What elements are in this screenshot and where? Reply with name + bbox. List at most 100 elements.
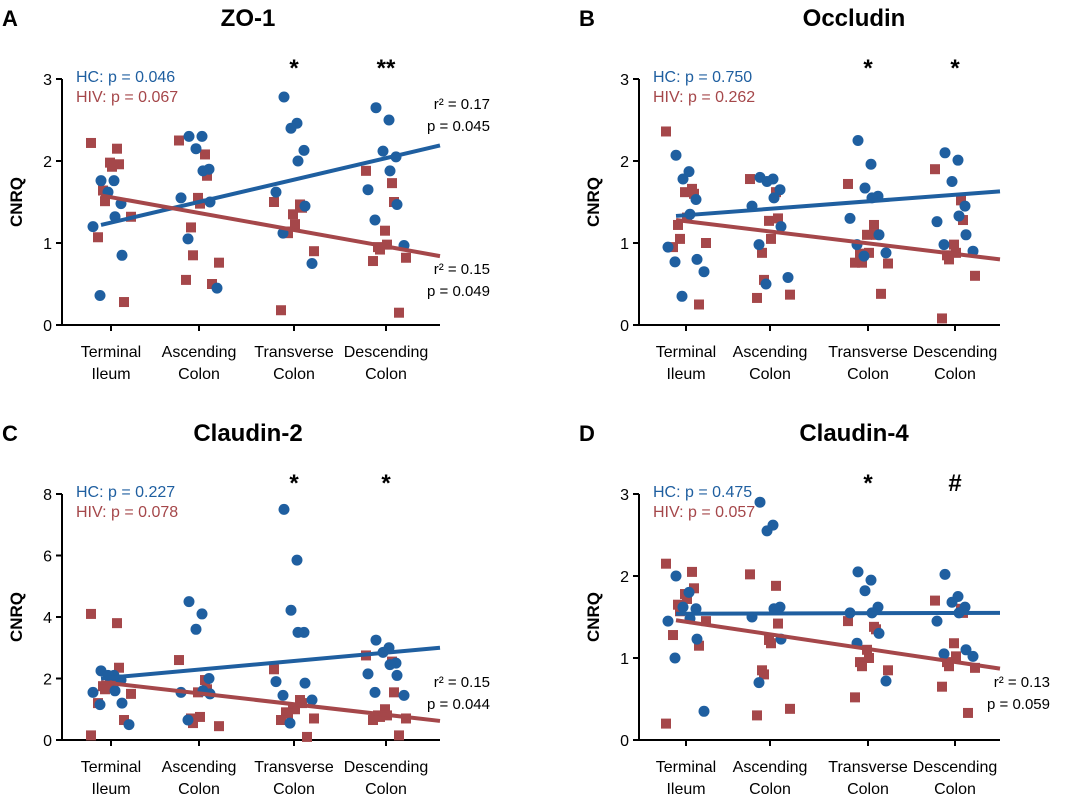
hiv-data-point xyxy=(269,664,279,675)
hiv-data-point xyxy=(269,197,279,207)
x-tick-label: Descending xyxy=(344,344,429,361)
hc-data-point xyxy=(858,250,870,262)
hc-data-point xyxy=(880,247,892,259)
hiv-data-point xyxy=(309,246,319,257)
legend-hiv: HIV: p = 0.262 xyxy=(653,89,755,106)
y-axis-label: CNRQ xyxy=(584,177,603,227)
x-tick-label: Ileum xyxy=(91,366,130,383)
hc-data-point xyxy=(931,216,943,228)
hc-data-point xyxy=(383,114,395,126)
y-tick-label: 0 xyxy=(43,318,52,335)
hiv-data-point xyxy=(200,149,210,160)
hc-data-point xyxy=(384,165,396,177)
hiv-data-point xyxy=(883,258,893,269)
significance-marker: ** xyxy=(377,55,396,82)
hc-data-point xyxy=(285,122,297,134)
panel-letter: B xyxy=(579,6,595,31)
hiv-data-point xyxy=(114,662,124,673)
hc-data-point xyxy=(398,689,410,701)
hiv-data-point xyxy=(963,707,973,718)
y-tick-label: 2 xyxy=(43,154,52,171)
hiv-data-point xyxy=(843,616,853,627)
hiv-data-point xyxy=(864,653,874,663)
hiv-data-point xyxy=(276,715,286,726)
hiv-data-point xyxy=(302,731,312,742)
hc-data-point xyxy=(285,604,297,616)
hc-data-point xyxy=(299,200,311,212)
legend-hc: HC: p = 0.475 xyxy=(653,484,752,501)
hc-data-point xyxy=(939,147,951,159)
hiv-data-point xyxy=(785,289,795,300)
hiv-data-point xyxy=(949,638,959,649)
hc-data-point xyxy=(306,694,318,706)
significance-marker: * xyxy=(289,55,299,82)
hc-data-point xyxy=(94,289,106,301)
significance-marker: * xyxy=(289,470,299,497)
hiv-data-point xyxy=(93,232,103,243)
panel-letter: A xyxy=(2,6,18,31)
x-tick-label: Ileum xyxy=(666,781,705,798)
hc-data-point xyxy=(959,200,971,212)
hc-data-point xyxy=(203,673,215,684)
y-tick-label: 2 xyxy=(43,672,52,689)
x-tick-label: Descending xyxy=(913,759,998,776)
legend-hiv: HIV: p = 0.078 xyxy=(76,504,178,521)
x-tick-label: Colon xyxy=(934,366,976,383)
x-tick-label: Ascending xyxy=(733,344,808,361)
hiv-data-point xyxy=(276,305,286,316)
hc-data-point xyxy=(278,91,290,103)
hiv-data-point xyxy=(680,187,690,198)
hc-data-point xyxy=(175,192,187,204)
hc-data-point xyxy=(278,503,290,515)
hiv-data-point xyxy=(380,704,390,715)
hiv-data-point xyxy=(207,279,217,289)
hiv-data-point xyxy=(857,661,867,672)
hc-data-point xyxy=(754,496,766,508)
hiv-data-point xyxy=(86,730,96,741)
legend-hc: HC: p = 0.046 xyxy=(76,69,175,86)
hc-data-point xyxy=(753,677,765,689)
y-tick-label: 2 xyxy=(620,569,629,586)
hiv-data-point xyxy=(107,161,117,172)
hiv-data-point xyxy=(930,595,940,606)
hc-data-point xyxy=(362,668,374,680)
hc-data-point xyxy=(669,256,681,268)
hc-data-point xyxy=(370,634,382,646)
panel-d: D Claudin-4 0 1 2 3 CNRQ Terminal Ileum Ascending… xyxy=(579,420,1050,798)
hiv-data-point xyxy=(86,608,96,619)
hc-data-point xyxy=(190,623,202,635)
hc-data-point xyxy=(87,686,99,698)
hc-data-point xyxy=(270,676,282,688)
hiv-regression-line xyxy=(675,618,1001,671)
hiv-data-point xyxy=(283,708,293,719)
hiv-data-point xyxy=(773,213,783,224)
hc-data-point xyxy=(292,626,304,638)
x-tick-label: Ascending xyxy=(162,344,237,361)
hc-data-point xyxy=(960,229,972,241)
hc-data-point xyxy=(761,176,773,187)
hiv-data-point xyxy=(883,665,893,676)
hiv-data-point xyxy=(368,256,378,267)
hc-data-point xyxy=(859,585,871,597)
hiv-data-point xyxy=(745,174,755,185)
hiv-data-point xyxy=(174,135,184,146)
x-tick-label: Descending xyxy=(344,759,429,776)
hc-data-point xyxy=(196,130,208,142)
hiv-data-point xyxy=(188,718,198,729)
hiv-p-label: p = 0.059 xyxy=(987,696,1050,713)
hiv-data-point xyxy=(186,222,196,233)
hc-data-point xyxy=(306,258,318,269)
hiv-data-point xyxy=(752,292,762,303)
y-tick-label: 0 xyxy=(43,733,52,750)
significance-marker: * xyxy=(863,55,873,82)
hiv-data-point xyxy=(290,704,300,715)
hiv-r2-label: r² = 0.13 xyxy=(994,674,1050,691)
hiv-data-point xyxy=(112,618,122,629)
hc-data-point xyxy=(270,186,282,198)
hc-data-point xyxy=(938,239,950,251)
hc-data-point xyxy=(384,659,396,671)
hiv-data-point xyxy=(764,215,774,226)
hiv-data-point xyxy=(689,583,699,594)
x-tick-label: Descending xyxy=(913,344,998,361)
